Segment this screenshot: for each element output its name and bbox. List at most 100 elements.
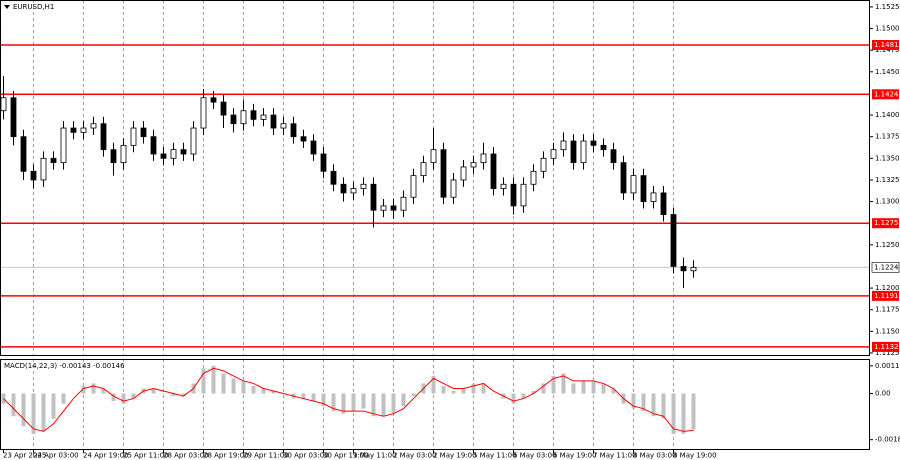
menu-arrow[interactable] xyxy=(4,5,10,9)
y-tick-label: 1.1325 xyxy=(875,176,900,184)
y-tick-label: 1.1300 xyxy=(875,198,900,206)
x-tick-label: 7 May 11:00 xyxy=(593,452,637,460)
candle-body xyxy=(620,162,627,194)
current-price-label: 1.1224 xyxy=(874,263,899,271)
x-tick-label: 24 Apr 19:00 xyxy=(83,452,129,460)
candle-body xyxy=(240,110,247,125)
histogram-bar xyxy=(131,393,136,399)
histogram-bar xyxy=(241,380,246,394)
candle-body xyxy=(300,136,307,142)
y-tick-label: 1.1125 xyxy=(875,349,900,357)
candle-body xyxy=(190,127,197,155)
candle-body xyxy=(310,140,317,155)
x-tick-label: 8 May 03:00 xyxy=(633,452,677,460)
candle-body xyxy=(590,140,597,146)
candle-body xyxy=(80,127,87,133)
candle-body xyxy=(430,149,437,164)
x-tick-label: 2 May 19:00 xyxy=(433,452,477,460)
histogram-bar xyxy=(261,388,266,394)
histogram-bar xyxy=(411,393,416,397)
candle-body xyxy=(100,123,107,151)
x-tick-label: 23 Apr 2025 xyxy=(3,452,46,460)
histogram-bar xyxy=(91,383,96,394)
candle-body xyxy=(50,157,57,164)
histogram-bar xyxy=(541,383,546,394)
histogram-bar xyxy=(591,380,596,394)
histogram-bar xyxy=(81,385,86,394)
y-tick-label: 1.1150 xyxy=(875,327,900,335)
y-tick-label: 1.1250 xyxy=(875,241,900,249)
candle-body xyxy=(470,162,477,168)
histogram-bar xyxy=(491,393,496,395)
y-tick-label: 1.1200 xyxy=(875,284,900,292)
y-tick-label: 1.1350 xyxy=(875,154,900,162)
candle-body xyxy=(260,114,267,120)
candle-body xyxy=(200,97,207,129)
x-tick-label: 28 Apr 03:00 xyxy=(163,452,209,460)
y-tick-label: -0.00183 xyxy=(875,436,900,444)
histogram-bar xyxy=(531,391,536,394)
current-price-box xyxy=(871,262,900,273)
candle-body xyxy=(140,127,147,138)
level-label: 1.1132 xyxy=(874,343,899,351)
x-tick-label: 2 May 03:00 xyxy=(393,452,437,460)
candle-body xyxy=(510,183,517,207)
candle-body xyxy=(540,157,547,172)
level-box xyxy=(872,89,899,100)
candle-body xyxy=(230,114,237,125)
candle-body xyxy=(580,140,587,164)
histogram-bar xyxy=(511,393,516,404)
x-tick-label: 30 Apr 19:00 xyxy=(323,452,369,460)
candle-body xyxy=(290,123,297,138)
histogram-bar xyxy=(361,393,366,409)
candle-body xyxy=(440,149,447,198)
candle-body xyxy=(390,205,397,211)
candle-body xyxy=(570,140,577,164)
histogram-bar xyxy=(321,393,326,407)
y-tick-label: 1.1525 xyxy=(875,3,900,11)
histogram-bar xyxy=(651,393,656,417)
candle-body xyxy=(250,110,257,120)
candle-body xyxy=(640,175,647,202)
histogram-bar xyxy=(311,393,316,402)
level-box xyxy=(872,39,899,50)
histogram-bar xyxy=(231,378,236,394)
histogram-bar xyxy=(441,385,446,394)
histogram-bar xyxy=(161,393,166,395)
candle-body xyxy=(460,166,467,181)
candle-body xyxy=(410,175,417,198)
histogram-bar xyxy=(391,393,396,414)
x-tick-label: 24 Apr 03:00 xyxy=(33,452,79,460)
histogram-bar xyxy=(581,380,586,394)
candle-body xyxy=(0,97,7,112)
y-tick-label: 1.1475 xyxy=(875,46,900,54)
candle-body xyxy=(490,153,497,189)
candle-body xyxy=(110,149,117,164)
candle-body xyxy=(500,183,507,189)
candle-body xyxy=(130,127,137,146)
candle-body xyxy=(280,123,287,129)
level-label: 1.1481 xyxy=(874,41,899,49)
histogram-bar xyxy=(221,373,226,394)
x-tick-label: 1 May 11:00 xyxy=(353,452,397,460)
candle-body xyxy=(330,170,337,185)
histogram-bar xyxy=(21,393,26,427)
candle-body xyxy=(530,170,537,185)
y-tick-label: 0.00 xyxy=(875,390,891,398)
level-label: 1.1275 xyxy=(874,219,899,227)
histogram-bar xyxy=(481,383,486,394)
candle-body xyxy=(650,192,657,202)
histogram-bar xyxy=(111,393,116,402)
candle-body xyxy=(550,149,557,159)
candle-body xyxy=(690,266,697,272)
histogram-bar xyxy=(551,375,556,394)
level-box xyxy=(872,218,899,229)
histogram-bar xyxy=(51,393,56,419)
candle-body xyxy=(320,153,327,172)
y-tick-label: 1.1450 xyxy=(875,68,900,76)
candle-body xyxy=(90,123,97,129)
y-tick-label: 1.1175 xyxy=(875,306,900,314)
candle-body xyxy=(670,214,677,267)
x-tick-label: 6 May 03:00 xyxy=(513,452,557,460)
